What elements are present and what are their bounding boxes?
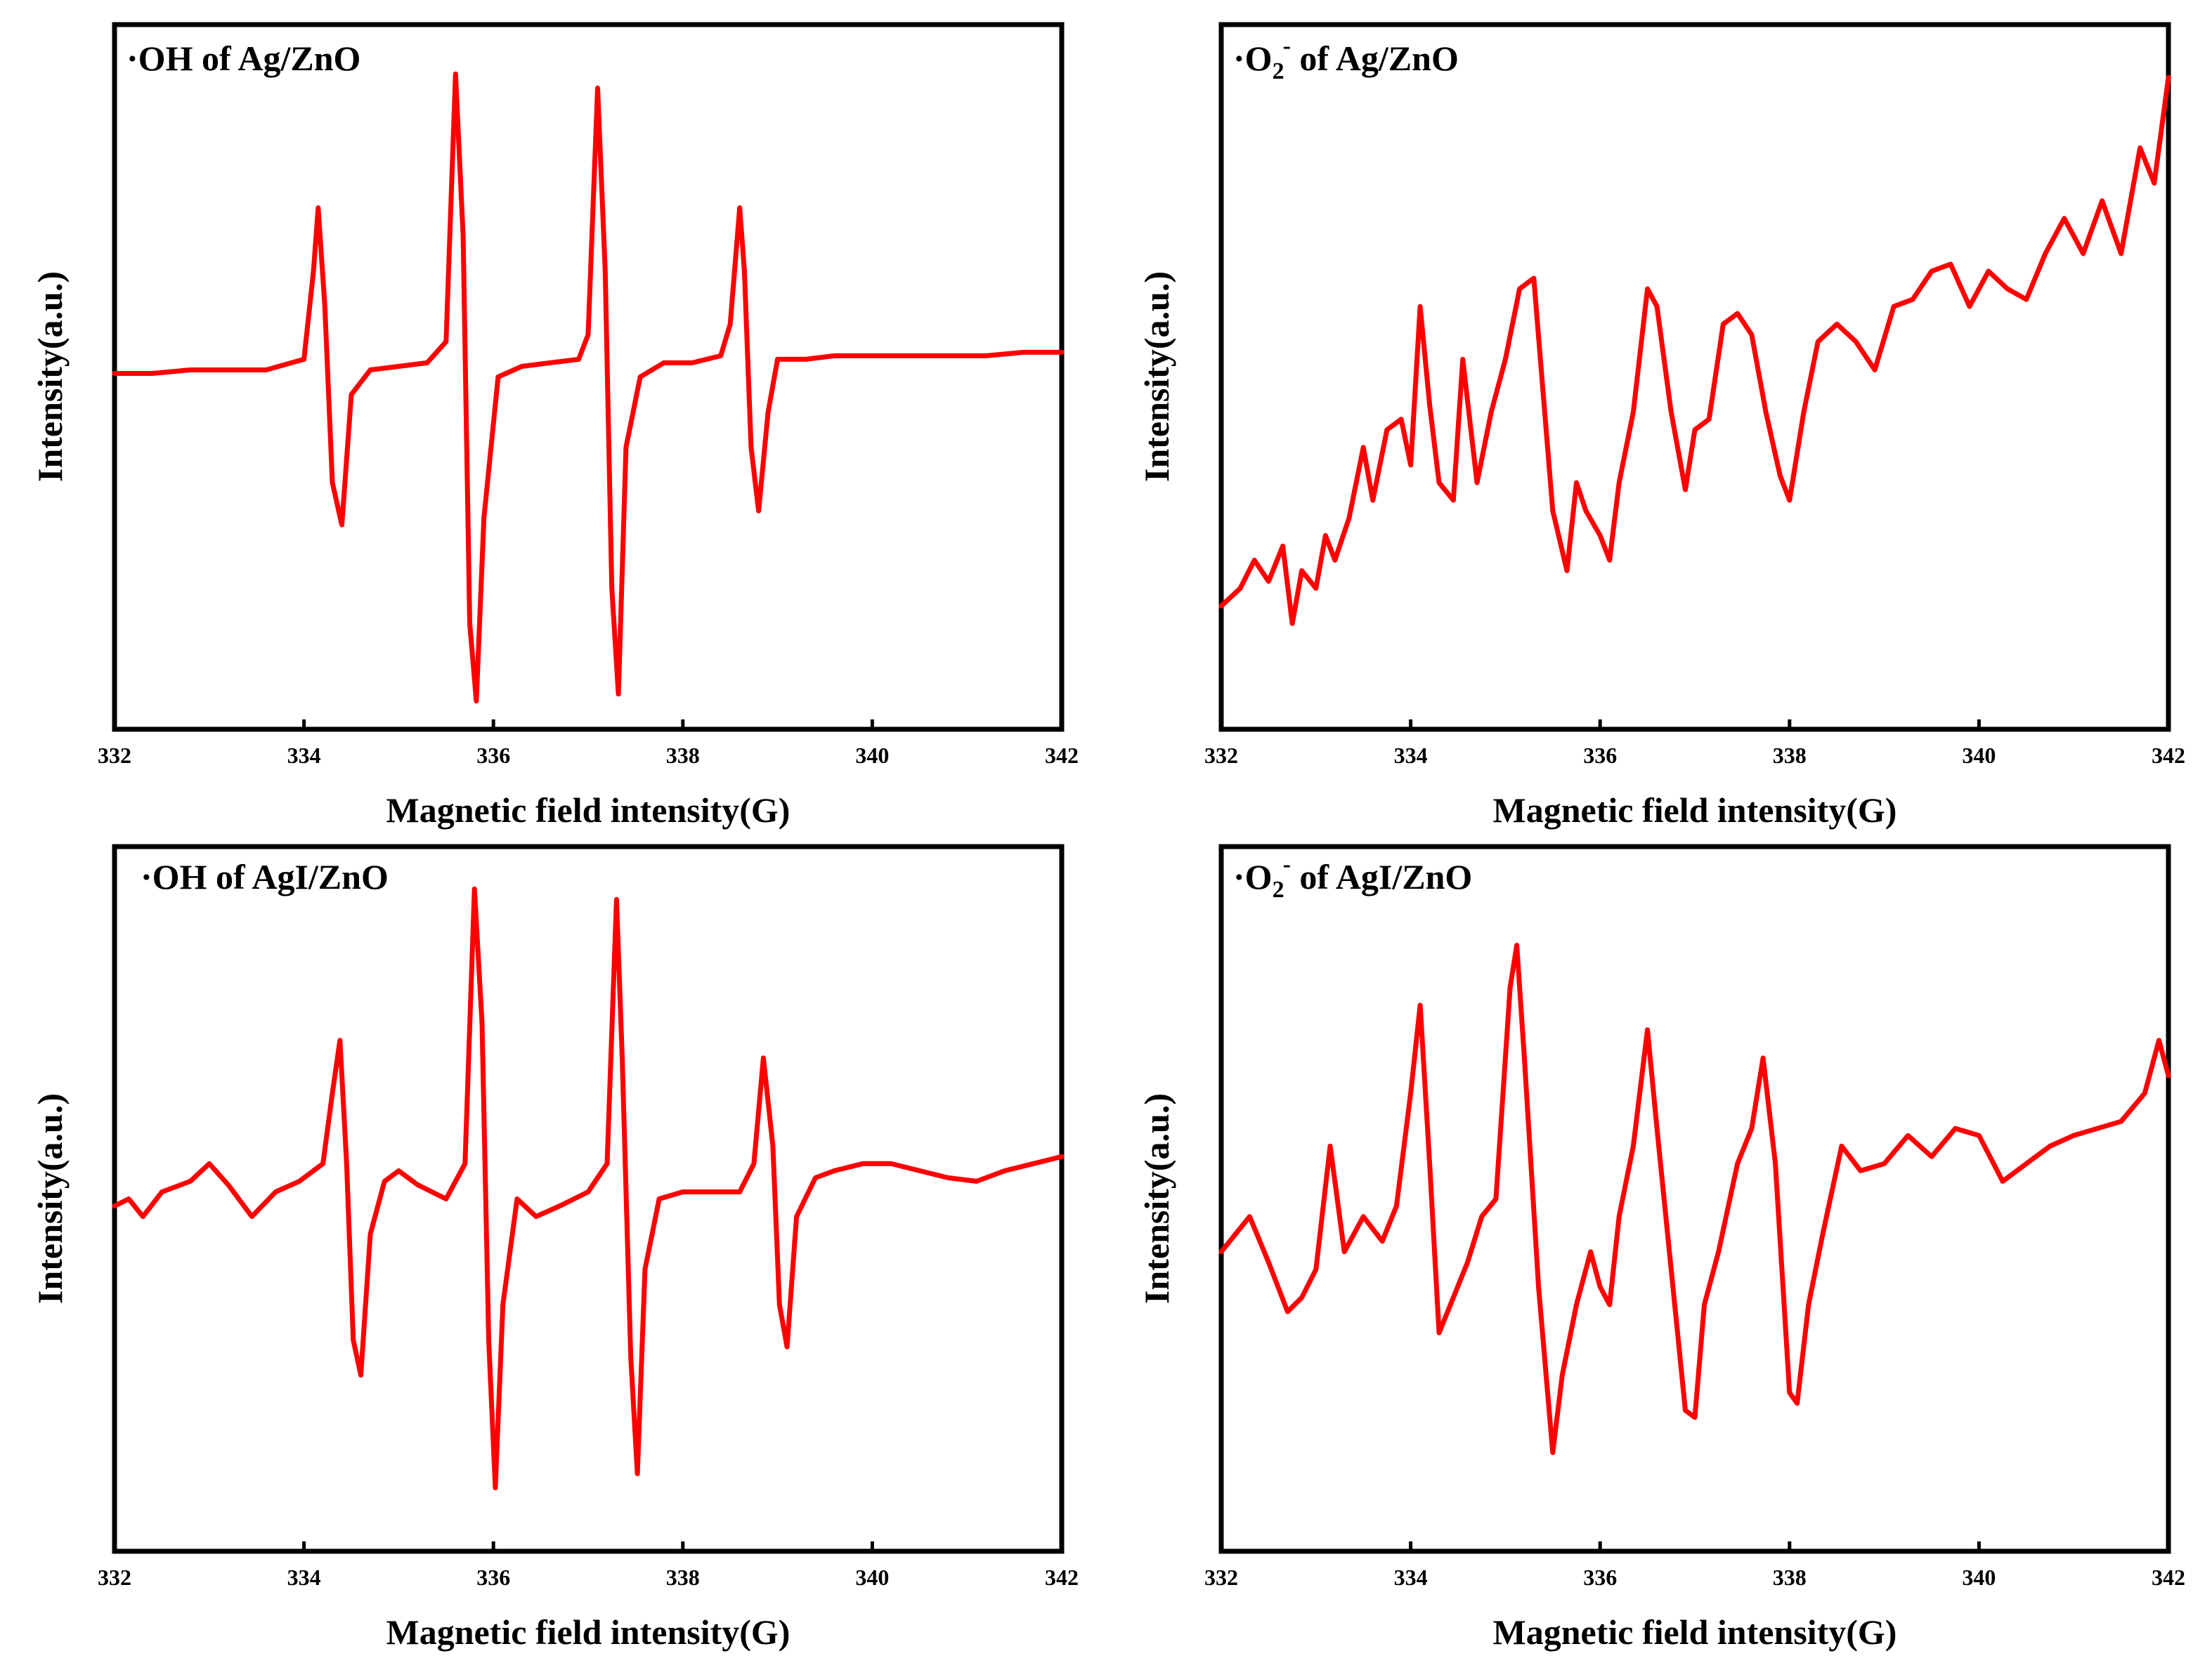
- x-axis-ticks: 332 334 336 338 340 342: [1204, 719, 2185, 768]
- x-tick-label: 332: [98, 743, 131, 768]
- x-tick-label: 332: [98, 1565, 131, 1590]
- x-tick-label: 336: [476, 1565, 510, 1590]
- x-tick-label: 342: [2152, 743, 2185, 768]
- x-tick-label: 338: [1773, 1565, 1807, 1590]
- plot-frame: [1218, 844, 2171, 1554]
- panel-o2-agi-zno: 332 334 336 338 340 342 ·O2- of AgI/ZnO Magne…: [1137, 844, 2185, 1652]
- y-axis-title: Intensity(a.u.): [30, 1093, 70, 1304]
- x-tick-label: 340: [1962, 743, 1996, 768]
- x-tick-label: 334: [1394, 1565, 1428, 1590]
- x-tick-label: 342: [1045, 1565, 1079, 1590]
- x-tick-label: 336: [476, 743, 510, 768]
- x-tick-label: 336: [1583, 1565, 1617, 1590]
- panel-title: ·O2- of Ag/ZnO: [1233, 33, 1459, 84]
- x-axis-ticks: 332 334 336 338 340 342: [1204, 1541, 2185, 1590]
- x-tick-label: 340: [855, 743, 889, 768]
- x-tick-label: 334: [287, 1565, 321, 1590]
- y-axis-title: Intensity(a.u.): [30, 271, 70, 482]
- x-tick-label: 340: [855, 1565, 889, 1590]
- plot-frame: [112, 844, 1065, 1554]
- plot-frame: [112, 22, 1065, 732]
- series-line-oh-ag-zno: [112, 71, 1065, 704]
- panel-title: ·OH of Ag/ZnO: [126, 39, 360, 78]
- x-tick-label: 334: [287, 743, 321, 768]
- x-axis-ticks: 332 334 336 338 340 342: [98, 1541, 1079, 1590]
- x-axis-title: Magnetic field intensity(G): [386, 790, 791, 830]
- x-tick-label: 332: [1204, 743, 1238, 768]
- x-axis-title: Magnetic field intensity(G): [1493, 1612, 1897, 1652]
- x-tick-label: 332: [1204, 1565, 1238, 1590]
- series-line-oh-agi-zno: [112, 886, 1065, 1491]
- panel-oh-agi-zno: 332 334 336 338 340 342 ·OH of AgI/ZnO Magnet…: [30, 844, 1079, 1652]
- series-line-o2-ag-zno: [1218, 74, 2171, 626]
- panel-o2-ag-zno: 332 334 336 338 340 342 ·O2- of Ag/ZnO Magnet…: [1137, 22, 2185, 830]
- panel-title: ·OH of AgI/ZnO: [141, 857, 389, 896]
- panel-oh-ag-zno: 332 334 336 338 340 342 ·OH of Ag/ZnO Magneti…: [30, 22, 1079, 830]
- y-axis-title: Intensity(a.u.): [1137, 1093, 1176, 1304]
- x-axis-title: Magnetic field intensity(G): [1493, 790, 1897, 830]
- y-axis-title: Intensity(a.u.): [1137, 271, 1176, 482]
- x-tick-label: 338: [666, 743, 700, 768]
- x-tick-label: 340: [1962, 1565, 1996, 1590]
- x-tick-label: 342: [1045, 743, 1079, 768]
- x-tick-label: 336: [1583, 743, 1617, 768]
- x-axis-title: Magnetic field intensity(G): [386, 1612, 791, 1652]
- x-tick-label: 334: [1394, 743, 1428, 768]
- panel-title: ·O2- of AgI/ZnO: [1233, 852, 1472, 903]
- series-line-o2-agi-zno: [1218, 942, 2171, 1456]
- x-tick-label: 342: [2152, 1565, 2185, 1590]
- x-axis-ticks: 332 334 336 338 340 342: [98, 719, 1079, 768]
- x-tick-label: 338: [1773, 743, 1807, 768]
- x-tick-label: 338: [666, 1565, 700, 1590]
- plot-frame: [1218, 22, 2171, 732]
